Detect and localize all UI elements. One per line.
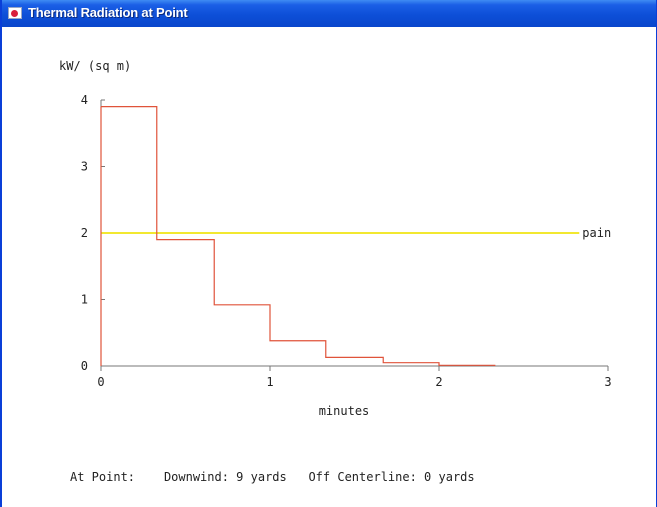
- at-point-label: At Point:: [70, 470, 136, 484]
- reference-lines: pain: [101, 226, 611, 240]
- x-tick-label: 2: [435, 375, 442, 389]
- x-axis-label: minutes: [319, 404, 370, 418]
- point-location-line: At Point: Downwind: 9 yards Off Centerli…: [70, 470, 475, 484]
- y-tick-label: 1: [81, 293, 88, 307]
- y-tick-label: 4: [81, 93, 88, 107]
- thermal-radiation-chart: kW/ (sq m) 0 1 2 3 4 0 1 2 3 pain minutes: [59, 59, 612, 418]
- app-window-icon[interactable]: [8, 7, 22, 19]
- x-tick-label: 1: [266, 375, 273, 389]
- x-tick-label: 3: [604, 375, 611, 389]
- title-bar[interactable]: Thermal Radiation at Point: [2, 0, 656, 27]
- x-tick-label: 0: [97, 375, 104, 389]
- series: [100, 106, 496, 366]
- y-tick-label: 2: [81, 226, 88, 240]
- y-tick-label: 3: [81, 160, 88, 174]
- x-ticks: 0 1 2 3: [97, 366, 612, 389]
- pain-threshold-label: pain: [582, 226, 611, 240]
- radiation-step-line: [101, 106, 496, 366]
- y-axis-label: kW/ (sq m): [59, 59, 131, 73]
- y-tick-label: 0: [81, 359, 88, 373]
- off-centerline-distance: Off Centerline: 0 yards: [308, 470, 475, 484]
- downwind-distance: Downwind: 9 yards: [163, 470, 287, 484]
- window-title: Thermal Radiation at Point: [28, 5, 188, 20]
